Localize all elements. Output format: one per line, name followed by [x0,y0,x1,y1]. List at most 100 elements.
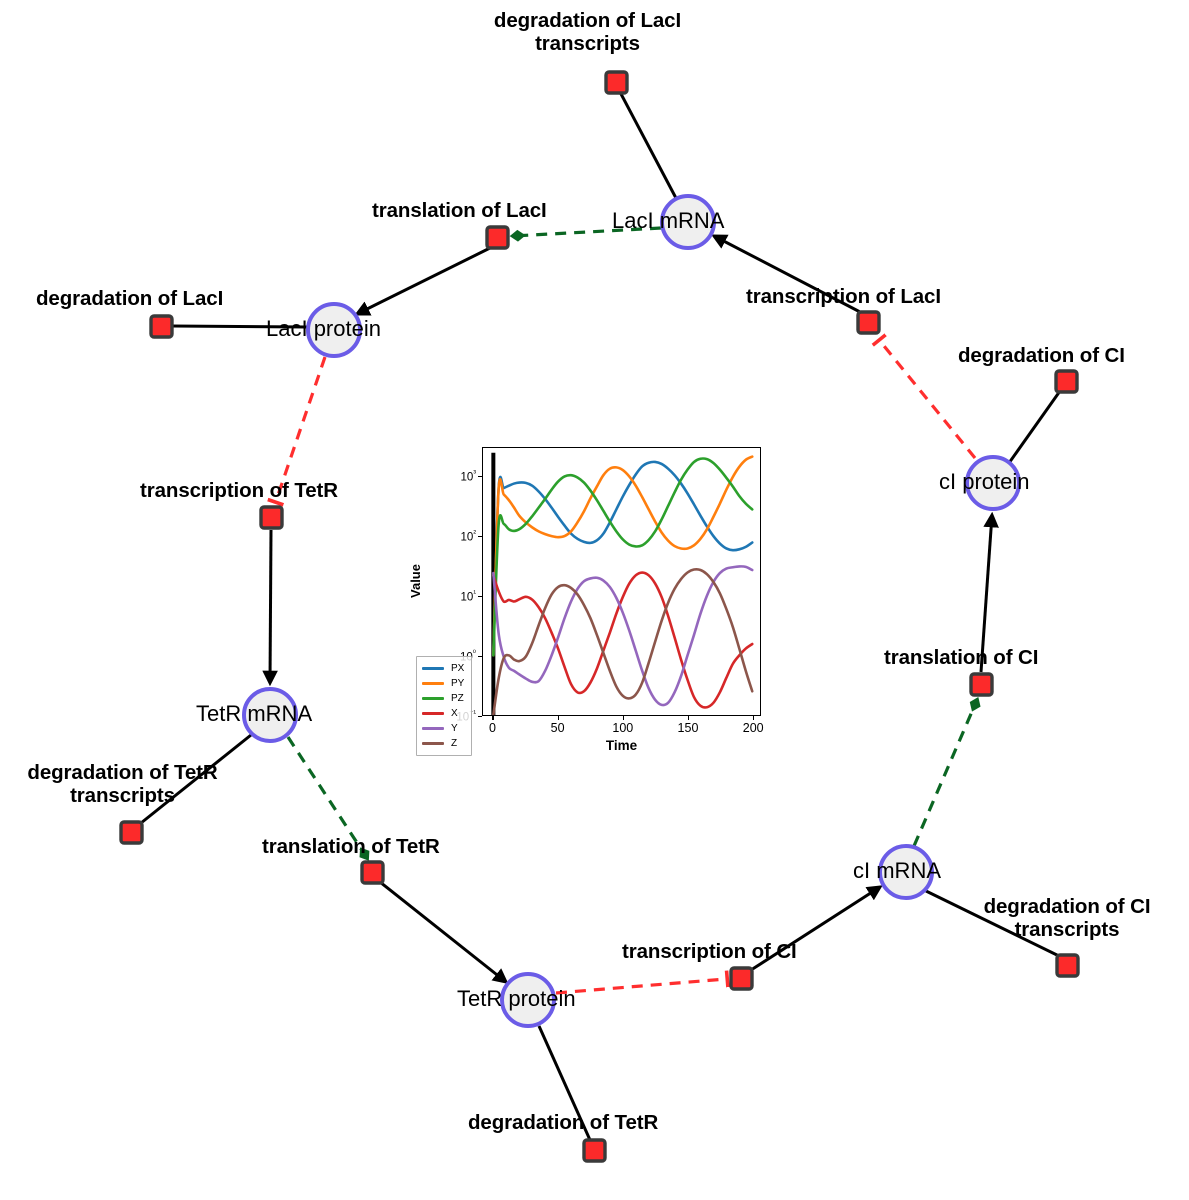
species-label-laci-mrna: LacI mRNA [612,208,725,233]
reaction-node-group[interactable] [119,70,1080,1163]
chart-line-PY [493,457,752,656]
chart-legend-label: Y [451,723,458,734]
edge-group-modifier [286,226,981,861]
chart-legend-label: X [451,708,458,719]
reaction-label-transcription-tetr: transcription of TetR [140,479,338,502]
edge-ci-mrna-to-translation-ci [912,696,981,847]
chart-legend-label: Z [451,738,458,749]
edge-laci-mrna-to-translation-laci [509,226,662,242]
reaction-node-deg-ci-transcripts[interactable] [1055,953,1080,978]
reaction-label-deg-laci: degradation of LacI [36,287,224,310]
reaction-node-deg-ci[interactable] [1054,369,1079,394]
reaction-label-deg-tetr-transcripts: degradation of TetR transcripts [27,761,218,807]
edge-group-substrate [140,91,1062,1141]
chart-legend-label: PY [451,678,465,689]
edge-translation-laci-to-laci-protein [354,246,491,316]
chart-y-tick-mark [478,716,482,718]
chart-x-tick-label: 200 [742,721,764,735]
reaction-node-deg-tetr[interactable] [582,1138,607,1163]
chart-line-Z [493,569,752,715]
species-node-ci-mrna[interactable] [878,844,934,900]
reaction-label-translation-tetr: translation of TetR [262,835,440,858]
chart-y-tick-mark [478,595,482,598]
chart-legend-swatch-Z [422,742,444,745]
edge-translation-tetr-to-tetr-protein [379,880,509,985]
edge-tetr-protein-to-transcription-ci [555,970,730,995]
chart-legend-swatch-PY [422,682,444,685]
species-node-tetr-protein[interactable] [500,972,556,1028]
reaction-label-translation-laci: translation of LacI [372,199,547,222]
reaction-label-translation-ci: translation of CI [884,646,1039,669]
chart-legend-swatch-PX [422,667,444,670]
reaction-label-deg-ci-transcripts: degradation of CI transcripts [983,895,1151,941]
chart-legend-item: PY [422,676,464,691]
reaction-node-deg-tetr-transcripts[interactable] [119,820,144,845]
chart-y-tick-mark [478,475,482,477]
edge-transcription-laci-to-laci-mrna [711,234,863,315]
chart-x-tick-label: 0 [488,721,496,735]
edge-group-inhibitor [267,333,977,995]
chart-y-tick-mark [478,655,482,658]
chart-x-tick-mark [492,716,494,720]
reaction-node-transcription-laci[interactable] [856,310,881,335]
reaction-node-translation-ci[interactable] [969,672,994,697]
species-label-ci-mrna: cI mRNA [853,858,941,883]
reaction-label-deg-laci-transcripts: degradation of LacI transcripts [493,9,682,55]
chart-y-tick-label: 10¹ [460,588,476,604]
chart-legend-item: X [422,706,464,721]
edge-tetr-mrna-to-deg-tetr-transcripts [140,733,252,825]
edge-laci-protein-to-transcription-tetr [267,356,327,507]
edge-laci-protein-to-deg-laci [171,324,308,329]
edge-tetr-protein-to-deg-tetr [537,1025,592,1141]
chart-x-tick-label: 150 [677,721,699,735]
reaction-label-deg-ci: degradation of CI [958,344,1125,367]
chart-legend-item: PZ [422,691,464,706]
reaction-node-translation-laci[interactable] [485,225,510,250]
chart-x-tick-label: 50 [550,721,565,735]
chart-y-tick-label: 10³ [460,468,476,484]
edge-group-product [262,234,999,985]
chart-x-tick-mark [687,716,690,720]
chart-x-tick-label: 100 [612,721,634,735]
chart-legend: PX PY PZ X Y Z [416,656,473,756]
species-node-laci-protein[interactable] [306,302,362,358]
edge-translation-ci-to-ci-protein [979,511,999,673]
chart-x-axis-label: Time [605,738,638,753]
chart-y-tick-mark [478,535,482,537]
chart-legend-label: PX [451,663,465,674]
reaction-node-transcription-tetr[interactable] [259,505,284,530]
edge-ci-protein-to-transcription-laci [871,333,977,460]
chart-plot-area [482,447,761,716]
reaction-node-transcription-ci[interactable] [729,966,754,991]
chart-x-tick-mark [622,716,624,720]
species-label-ci-protein: cI protein [939,469,1030,494]
species-node-laci-mrna[interactable] [660,194,716,250]
reaction-node-translation-tetr[interactable] [360,860,385,885]
reaction-node-deg-laci-transcripts[interactable] [604,70,629,95]
chart-legend-item: Z [422,736,464,751]
species-label-tetr-mrna: TetR mRNA [196,701,313,726]
chart-legend-swatch-PZ [422,697,444,700]
species-node-tetr-mrna[interactable] [242,687,298,743]
chart-legend-item: Y [422,721,464,736]
chart-line-PX [493,462,752,655]
edge-deg-laci-transcripts-to-laci-mrna [618,91,679,201]
edge-ci-mrna-to-deg-ci-transcripts [925,889,1060,958]
chart-x-tick-mark [557,716,559,720]
reaction-label-transcription-ci: transcription of CI [622,940,797,963]
chart-legend-label: PZ [451,693,464,704]
chart-x-tick-mark [753,716,755,720]
reaction-label-deg-tetr: degradation of TetR [468,1111,659,1134]
species-node-ci-protein[interactable] [965,455,1021,511]
species-label-tetr-protein: TetR protein [457,986,576,1011]
chart-legend-swatch-Y [422,727,444,730]
species-node-group[interactable] [242,194,1021,1028]
reaction-label-transcription-laci: transcription of LacI [746,285,941,308]
reaction-node-deg-laci[interactable] [149,314,174,339]
chart-y-tick-label: 10² [460,528,476,544]
species-label-laci-protein: LacI protein [266,316,381,341]
edge-tetr-mrna-to-translation-tetr [286,736,370,861]
